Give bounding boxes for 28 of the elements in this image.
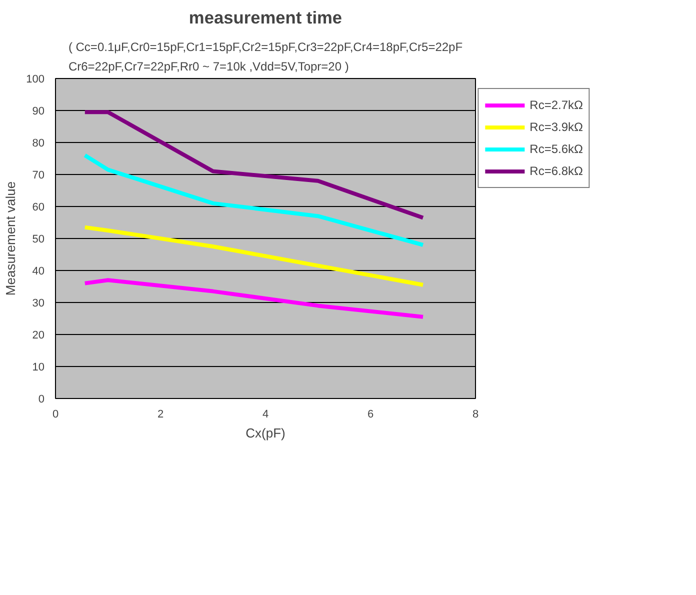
line-series	[82, 278, 425, 319]
y-axis-title: Measurement value	[3, 181, 18, 296]
x-tick-label: 0	[52, 408, 59, 420]
y-tick-label: 80	[32, 138, 45, 150]
x-tick-label: 6	[367, 408, 374, 420]
y-tick-label: 90	[32, 106, 45, 118]
chart-subtitle: ( Cc=0.1μF,Cr0=15pF,Cr1=15pF,Cr2=15pF,Cr3=22pF,Cr4=18pF,Cr5=22pF Cr6=22pF,Cr7=22pF,Rr0 ~ 7=10k ,Vdd=5V,Topr=20 )	[68, 40, 463, 74]
y-tick-label: 100	[26, 74, 45, 86]
x-tick-label: 4	[262, 408, 269, 420]
line-series	[82, 153, 425, 247]
legend-label: Rc=3.9kΩ	[530, 120, 583, 134]
y-tick-label: 70	[32, 170, 45, 182]
legend-label: Rc=6.8kΩ	[530, 164, 583, 178]
y-tick-label: 0	[38, 394, 45, 406]
x-tick-label: 2	[157, 408, 164, 420]
y-tick-label: 10	[32, 362, 45, 374]
legend-label: Rc=2.7kΩ	[530, 98, 583, 112]
line-series	[82, 225, 425, 287]
y-tick-label: 60	[32, 202, 45, 214]
y-tick-label: 40	[32, 266, 45, 278]
chart-title: measurement time	[188, 8, 342, 28]
x-tick-label: 8	[472, 408, 479, 420]
y-tick-label: 20	[32, 330, 45, 342]
legend-label: Rc=5.6kΩ	[530, 142, 583, 156]
y-tick-label: 30	[32, 298, 45, 310]
line-series	[82, 110, 425, 220]
y-tick-label: 50	[32, 234, 45, 246]
x-axis-title: Cx(pF)	[246, 426, 286, 440]
